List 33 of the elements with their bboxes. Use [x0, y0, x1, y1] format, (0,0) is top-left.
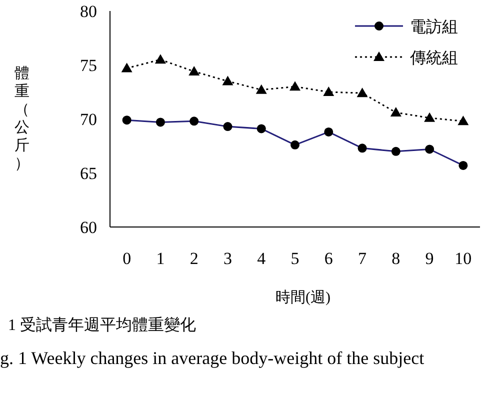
- point: [188, 66, 200, 76]
- text: 1 受試青年週平均體重變化: [8, 316, 196, 334]
- point: [290, 81, 300, 91]
- point: [222, 76, 234, 86]
- y-tick-label: 70: [80, 110, 97, 129]
- y-axis-title: 體重（公斤）: [14, 65, 30, 172]
- x-tick-label: 2: [190, 249, 198, 268]
- x-tick-label: 4: [257, 249, 266, 268]
- point: [256, 84, 267, 94]
- x-tick-label: 6: [324, 249, 333, 268]
- x-tick-label: 5: [290, 249, 300, 268]
- point: [121, 62, 132, 72]
- y-tick-label: 80: [80, 2, 97, 21]
- x-tick-label: 9: [425, 249, 434, 268]
- x-tick-label: 3: [223, 249, 232, 268]
- x-axis-title: 時間(週): [276, 289, 330, 306]
- point: [154, 54, 166, 64]
- point: [323, 86, 334, 96]
- point: [458, 116, 469, 126]
- x-tick-label: 1: [156, 249, 165, 268]
- y-tick-label: 65: [80, 164, 97, 183]
- point: [356, 88, 368, 98]
- legend-label: 傳統組: [409, 49, 458, 67]
- x-tick-label: 10: [454, 249, 472, 268]
- y-tick-label: 75: [80, 56, 97, 75]
- x-tick-label: 8: [392, 249, 400, 268]
- x-tick-label: 7: [358, 249, 368, 268]
- point: [390, 107, 402, 117]
- x-tick-label: 0: [122, 249, 132, 268]
- text: g. 1 Weekly changes in average body-weight of the subject: [0, 348, 424, 368]
- point: [424, 112, 436, 122]
- y-tick-label: 60: [80, 218, 97, 237]
- legend-label: 電訪組: [410, 18, 458, 36]
